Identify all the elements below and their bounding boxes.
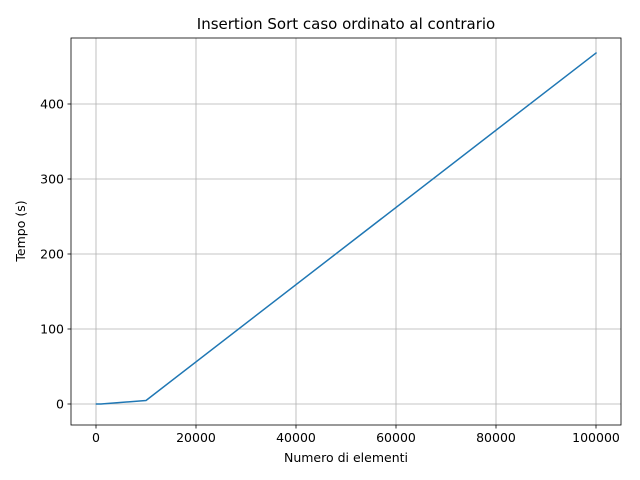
x-axis-label: Numero di elementi <box>284 450 408 465</box>
series-line-0 <box>95 51 598 405</box>
y-tick-label: 0 <box>56 397 64 412</box>
y-axis-ticks: 0 100 200 300 400 <box>40 97 71 412</box>
y-tick-label: 400 <box>40 97 64 112</box>
x-tick-label: 40000 <box>276 430 316 445</box>
x-tick-label: 100000 <box>572 430 620 445</box>
x-axis-ticks: 0 20000 40000 60000 80000 100000 <box>92 425 620 445</box>
y-tick-label: 100 <box>40 322 64 337</box>
y-tick-label: 200 <box>40 247 64 262</box>
series-layer <box>95 51 598 405</box>
axes-frame <box>70 37 622 426</box>
y-tick-label: 300 <box>40 172 64 187</box>
x-tick-label: 0 <box>92 430 100 445</box>
axes-spines <box>70 37 622 426</box>
y-axis-label: Tempo (s) <box>13 200 28 262</box>
x-tick-label: 20000 <box>176 430 216 445</box>
chart-title: Insertion Sort caso ordinato al contrari… <box>197 15 495 33</box>
plot-area <box>71 38 621 425</box>
x-tick-label: 60000 <box>376 430 416 445</box>
x-tick-label: 80000 <box>476 430 516 445</box>
